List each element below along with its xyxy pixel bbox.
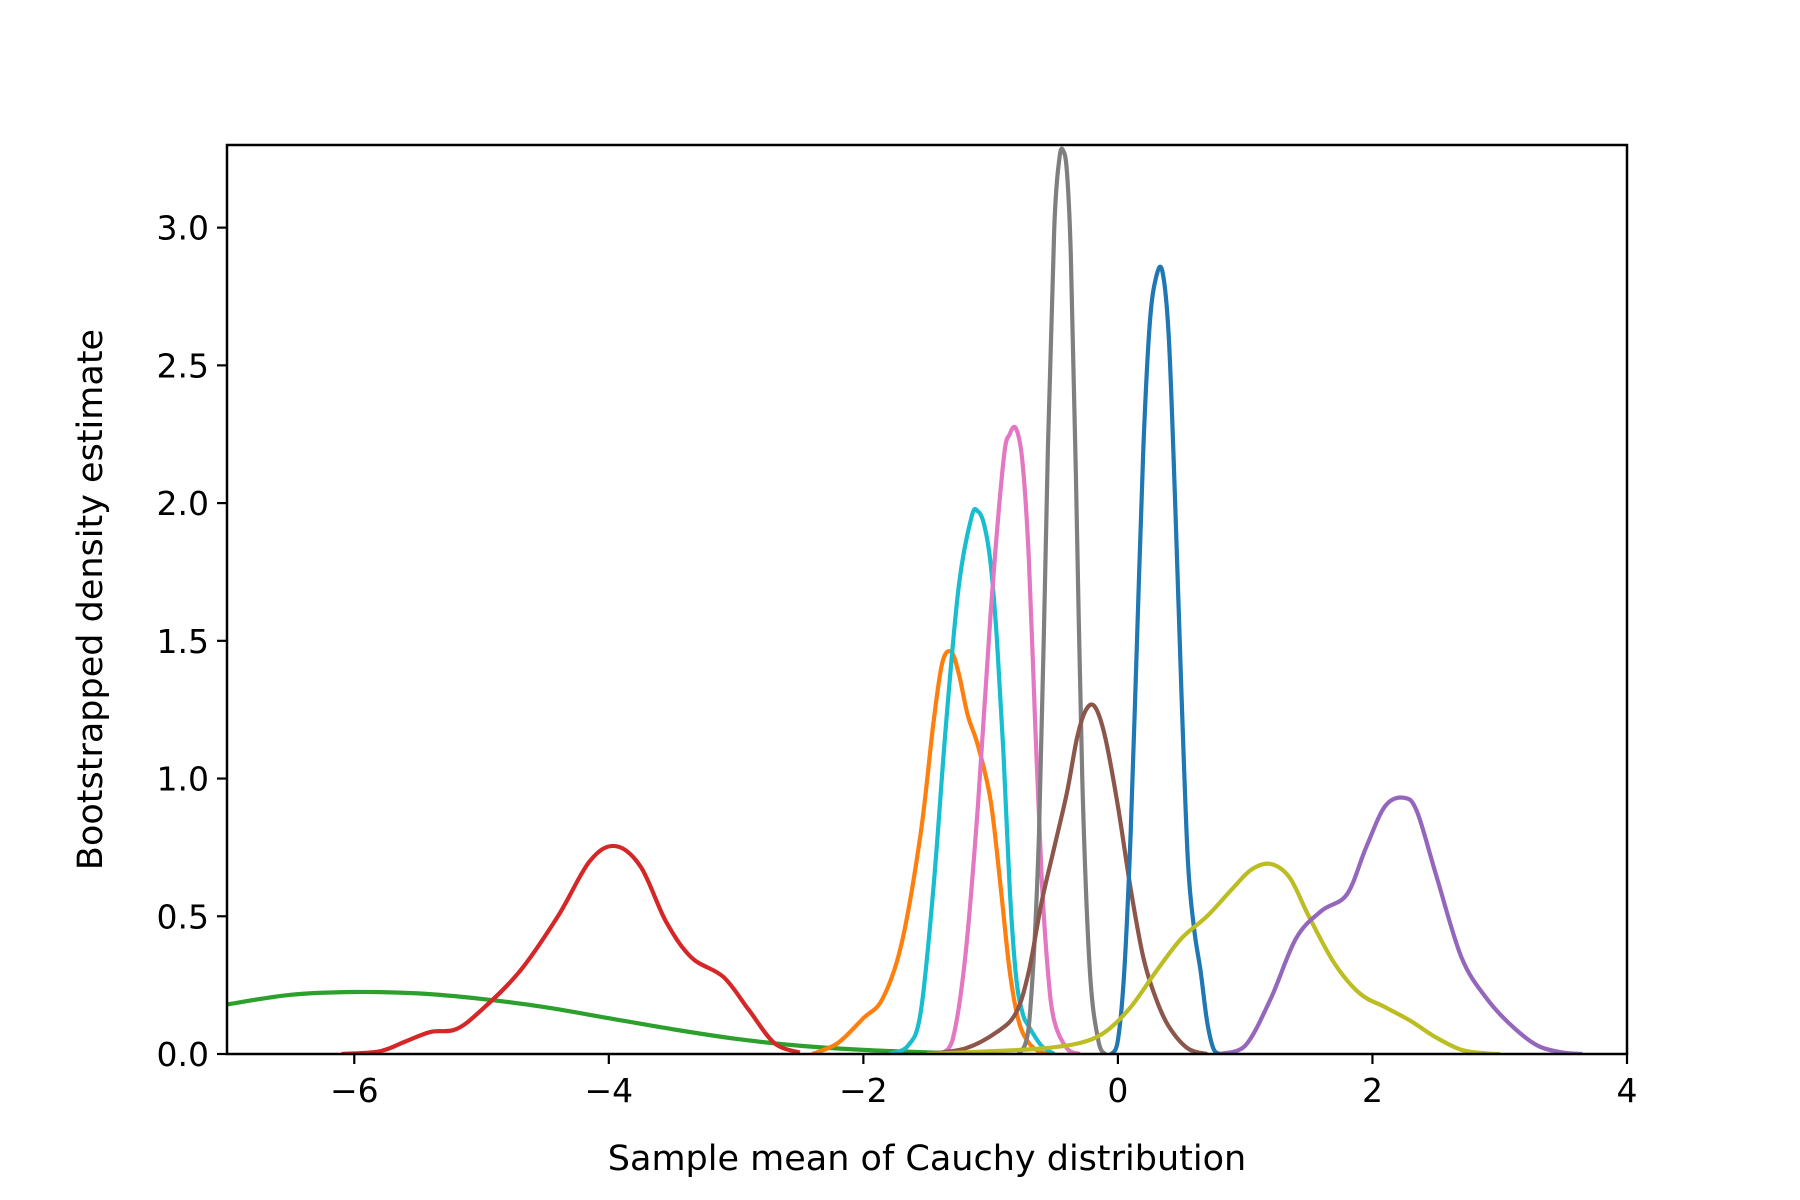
y-tick-label: 0.5 [157, 897, 209, 936]
series-layer [227, 146, 1583, 1054]
series-line-8 [1109, 264, 1222, 1054]
series-line-7 [926, 702, 1208, 1054]
series-line-9 [926, 861, 1500, 1054]
y-tick-label: 1.5 [157, 622, 209, 661]
y-tick-label: 2.5 [157, 346, 209, 385]
y-tick-label: 1.0 [157, 760, 209, 799]
series-line-6 [1016, 146, 1107, 1054]
y-axis-label: Bootstrapped density estimate [71, 329, 111, 870]
y-tick-label: 2.0 [157, 484, 209, 523]
series-line-5 [938, 424, 1081, 1054]
x-tick-label: −4 [584, 1071, 633, 1110]
ticks-layer: −6 −4 −2 0 2 4 0.0 0.5 1.0 1.5 2.0 2.5 3.0 [157, 209, 1638, 1110]
x-tick-label: 2 [1362, 1071, 1383, 1110]
series-line-1 [227, 989, 966, 1054]
plot-frame [225, 143, 1629, 1056]
y-tick-label: 0.0 [157, 1035, 209, 1074]
x-tick-label: −2 [839, 1071, 888, 1110]
series-line-10 [1219, 795, 1583, 1054]
series-line-3 [811, 649, 1055, 1054]
series-line-2 [341, 843, 801, 1054]
y-tick-label: 3.0 [157, 209, 209, 248]
x-axis-label: Sample mean of Cauchy distribution [608, 1139, 1246, 1179]
series-line-4 [887, 506, 1056, 1054]
x-tick-label: 4 [1617, 1071, 1638, 1110]
x-tick-label: −6 [330, 1071, 379, 1110]
x-tick-label: 0 [1107, 1071, 1128, 1110]
